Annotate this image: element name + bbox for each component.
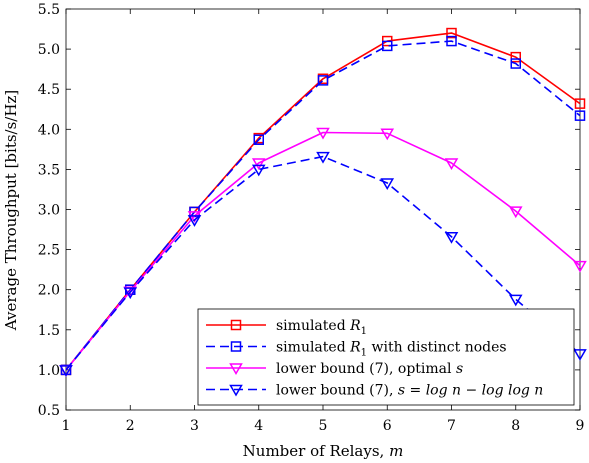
data-point [446,27,457,39]
x-tick-label: 9 [576,418,585,434]
y-tick-label: 2.5 [38,243,60,259]
legend-label-4: lower bound (7), s = log n − log log n [276,383,543,399]
y-tick-label: 3.0 [38,203,60,219]
x-tick-label: 8 [511,418,520,434]
y-axis-label: Average Throughput [bits/s/Hz] [2,90,20,331]
x-tick-label: 1 [62,418,71,434]
y-tick-label: 1.0 [38,363,60,379]
series-line [65,155,581,371]
y-tick-label: 0.5 [38,403,60,419]
data-point [573,349,587,361]
x-axis-label: Number of Relays, m [243,442,404,460]
data-point [316,151,330,164]
data-point [510,58,521,69]
data-point [508,206,523,219]
y-tick-label: 1.5 [38,323,60,339]
series-line [65,131,581,371]
data-point [317,75,329,86]
data-point [316,127,330,140]
data-point [382,40,393,52]
data-point [573,260,587,273]
y-tick-label: 5.5 [38,2,60,18]
legend-label-3: lower bound (7), optimal s [276,361,463,377]
legend-marker-4 [229,384,243,397]
axis-ticks: 1 2 3 4 5 6 7 8 9 0.5 1.0 1.5 2.0 2.5 3.0 3.5 4.0 4.5 5.0 5… [38,2,585,434]
x-axis-label-variable: m [389,442,403,460]
data-point [446,35,457,47]
data-point [510,51,521,63]
data-point [380,178,395,191]
x-tick-label: 4 [254,418,263,434]
legend-label-1: simulated R1 [276,318,367,337]
x-tick-label: 3 [190,418,199,434]
y-tick-label: 4.0 [38,122,60,138]
x-tick-label: 6 [383,418,392,434]
legend-marker-3 [229,363,243,375]
y-tick-label: 4.5 [38,82,60,98]
data-point [251,164,266,177]
legend-marker-1 [230,319,242,331]
data-point [123,287,138,300]
y-tick-label: 5.0 [38,42,60,58]
data-point [444,158,459,170]
data-point [187,215,202,227]
data-point [253,134,264,145]
data-point [574,110,586,121]
y-tick-label: 2.0 [38,283,60,299]
legend-marker-2 [230,341,242,352]
data-point [251,158,266,170]
series-group [59,27,587,377]
x-tick-label: 5 [319,418,328,434]
data-point [574,98,586,109]
y-tick-label: 3.5 [38,162,60,178]
legend-label-2: simulated R1 with distinct nodes [276,340,507,359]
data-point [59,365,73,377]
x-tick-label: 7 [447,418,456,434]
series-4 [59,151,587,377]
series-line [65,32,581,371]
legend: simulated R1 simulated R1 with distinct n… [197,308,575,406]
data-point [444,232,459,244]
x-axis-label-text: Number of Relays, [243,442,389,460]
x-tick-label: 2 [126,418,135,434]
data-point [508,294,523,307]
data-point [380,128,395,141]
